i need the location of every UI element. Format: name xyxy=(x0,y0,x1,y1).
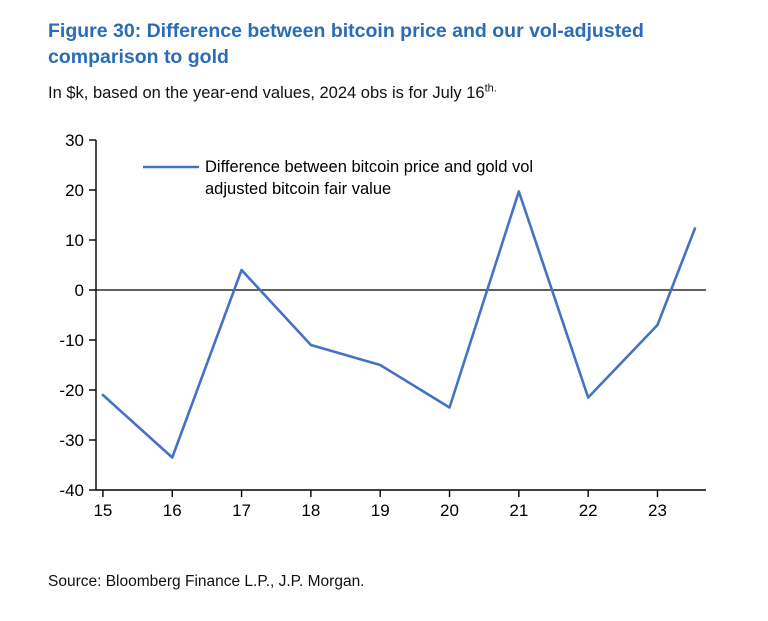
x-tick-label: 22 xyxy=(579,501,598,520)
figure-subtitle-text: In $k, based on the year-end values, 202… xyxy=(48,83,485,102)
x-tick-label: 17 xyxy=(232,501,251,520)
chart-area: 30 20 10 0 -10 -20 -30 -40 15 16 17 18 19 20 21 22 23 Dif… xyxy=(38,128,738,533)
x-tick-label: 23 xyxy=(648,501,667,520)
figure-panel: Figure 30: Difference between bitcoin pr… xyxy=(38,20,738,591)
x-tick-label: 16 xyxy=(163,501,182,520)
y-tick-label: -10 xyxy=(59,331,84,350)
data-line xyxy=(101,190,697,459)
legend-label-line-1: Difference between bitcoin price and gol… xyxy=(205,158,533,176)
x-tick-label: 21 xyxy=(509,501,528,520)
y-tick-label: 10 xyxy=(65,231,84,250)
figure-subtitle-superscript: th. xyxy=(484,82,497,95)
line-chart: 30 20 10 0 -10 -20 -30 -40 15 16 17 18 19 20 21 22 23 Dif… xyxy=(59,131,706,520)
x-tick-label: 19 xyxy=(371,501,390,520)
y-tick-label: 0 xyxy=(75,281,84,300)
source-note: Source: Bloomberg Finance L.P., J.P. Mor… xyxy=(48,573,365,591)
legend-label-line-2: adjusted bitcoin fair value xyxy=(205,180,391,198)
y-tick-label: 20 xyxy=(65,181,84,200)
x-tick-label: 20 xyxy=(440,501,459,520)
y-tick-label: -40 xyxy=(59,481,84,500)
x-tick-label: 15 xyxy=(93,501,112,520)
y-tick-label: 30 xyxy=(65,131,84,150)
y-tick-label: -20 xyxy=(59,381,84,400)
figure-subtitle: In $k, based on the year-end values, 202… xyxy=(48,83,738,104)
x-tick-label: 18 xyxy=(301,501,320,520)
figure-title: Figure 30: Difference between bitcoin pr… xyxy=(48,20,644,69)
y-tick-label: -30 xyxy=(59,431,84,450)
